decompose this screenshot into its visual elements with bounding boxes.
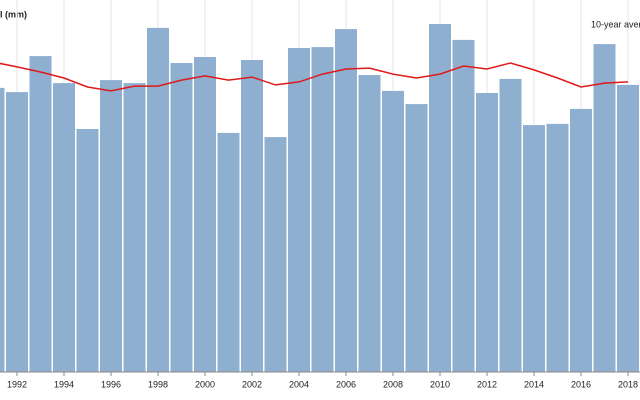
bar bbox=[452, 39, 475, 373]
x-tick-label: 2006 bbox=[336, 379, 356, 389]
bar bbox=[311, 47, 334, 372]
bar bbox=[335, 29, 357, 372]
bar bbox=[123, 83, 146, 372]
axis-title: l (mm) bbox=[0, 9, 27, 19]
x-tick-label: 1998 bbox=[148, 379, 168, 389]
x-tick-label: 1996 bbox=[101, 379, 121, 389]
x-tick-label: 1994 bbox=[54, 379, 74, 389]
bar bbox=[100, 80, 122, 372]
x-tick-label: 2000 bbox=[195, 379, 215, 389]
bar bbox=[288, 48, 310, 372]
bar bbox=[382, 90, 404, 373]
bar bbox=[617, 84, 639, 373]
bar bbox=[429, 24, 451, 372]
bar bbox=[0, 87, 5, 373]
bar bbox=[476, 93, 498, 372]
bar bbox=[523, 125, 545, 372]
bar bbox=[264, 137, 287, 372]
x-tick-label: 2004 bbox=[289, 379, 309, 389]
bar bbox=[499, 78, 522, 373]
bar bbox=[546, 123, 569, 373]
bar bbox=[593, 44, 616, 372]
x-tick-label: 2016 bbox=[571, 379, 591, 389]
x-tick-label: 2012 bbox=[477, 379, 497, 389]
bar bbox=[194, 57, 216, 372]
bar bbox=[53, 83, 75, 372]
average-line bbox=[0, 62, 629, 92]
x-tick-label: 2008 bbox=[383, 379, 403, 389]
bar bbox=[358, 75, 381, 372]
bar bbox=[570, 108, 592, 373]
bar bbox=[241, 60, 263, 372]
bar bbox=[76, 129, 99, 372]
x-tick-label: 2002 bbox=[242, 379, 262, 389]
bar bbox=[147, 27, 169, 373]
x-tick-label: 2014 bbox=[524, 379, 544, 389]
bar bbox=[170, 63, 193, 372]
legend-label: 10-year avera bbox=[591, 19, 640, 29]
bar bbox=[29, 56, 52, 372]
bar bbox=[405, 104, 428, 372]
x-tick-label: 1992 bbox=[7, 379, 27, 389]
x-tick-label: 2018 bbox=[618, 379, 638, 389]
bar bbox=[217, 132, 240, 372]
x-tick-label: 2010 bbox=[430, 379, 450, 389]
bar bbox=[6, 92, 28, 372]
